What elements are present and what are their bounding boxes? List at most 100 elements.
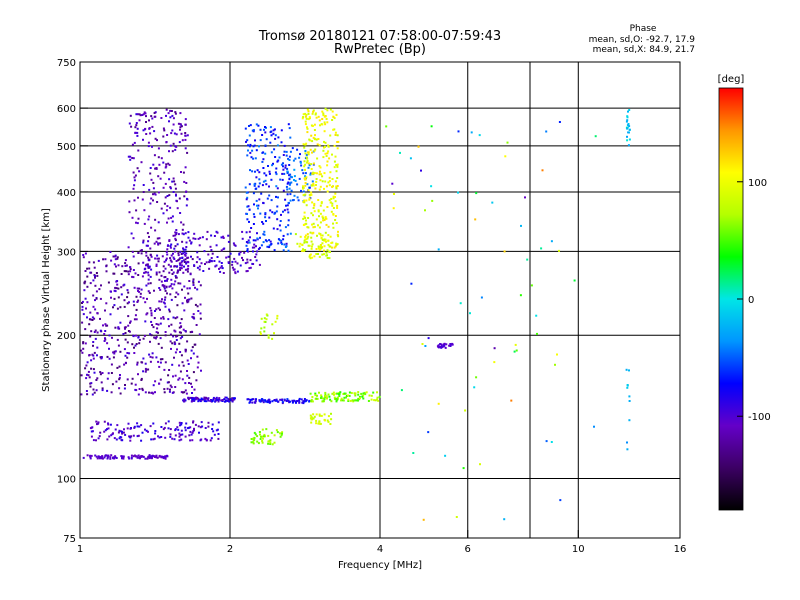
- data-point: [298, 400, 301, 403]
- data-point: [325, 251, 328, 254]
- data-point: [185, 182, 188, 184]
- data-point: [303, 400, 306, 403]
- data-point: [146, 297, 148, 300]
- data-point: [279, 435, 282, 438]
- data-point: [112, 351, 115, 354]
- data-point: [246, 139, 249, 142]
- data-point: [256, 250, 259, 253]
- data-point: [324, 393, 327, 396]
- data-point: [250, 227, 253, 229]
- data-point: [113, 297, 116, 300]
- data-point: [277, 136, 280, 139]
- data-point: [290, 189, 293, 192]
- data-point: [315, 172, 318, 175]
- data-point: [309, 417, 312, 420]
- data-point: [218, 397, 221, 400]
- data-point: [142, 184, 145, 186]
- data-point: [176, 207, 179, 210]
- data-point: [148, 127, 151, 130]
- data-point: [493, 361, 496, 364]
- data-point: [282, 154, 285, 156]
- data-point: [283, 144, 286, 147]
- data-point: [141, 275, 144, 278]
- data-point: [92, 305, 95, 308]
- data-point: [310, 212, 313, 215]
- data-point: [275, 399, 278, 402]
- data-point: [350, 392, 353, 394]
- data-point: [84, 342, 87, 345]
- data-point: [184, 166, 187, 169]
- data-point: [627, 144, 630, 147]
- data-point: [219, 270, 222, 273]
- data-point: [106, 355, 109, 358]
- data-point: [155, 308, 158, 311]
- data-point: [96, 346, 99, 349]
- data-point: [332, 197, 335, 200]
- data-point: [319, 221, 322, 224]
- data-point: [132, 269, 135, 271]
- data-point: [234, 397, 236, 400]
- data-point: [331, 110, 334, 113]
- data-point: [114, 350, 117, 353]
- data-point: [110, 259, 113, 262]
- data-point: [182, 259, 185, 262]
- data-point: [104, 258, 107, 261]
- data-point: [325, 223, 328, 226]
- data-point: [311, 243, 314, 246]
- data-point: [313, 123, 316, 126]
- data-point: [303, 398, 306, 400]
- data-point: [134, 131, 137, 134]
- data-point: [156, 201, 159, 203]
- data-point: [261, 398, 264, 401]
- data-point: [104, 309, 106, 312]
- data-point: [266, 245, 269, 248]
- data-point: [315, 422, 318, 425]
- data-point: [324, 216, 327, 219]
- data-point: [193, 388, 196, 391]
- x-tick-label: 10: [572, 544, 585, 555]
- data-point: [95, 272, 98, 274]
- data-point: [150, 314, 153, 317]
- data-point: [137, 149, 140, 152]
- data-point: [628, 125, 631, 128]
- data-point: [172, 256, 175, 259]
- data-point: [248, 267, 251, 270]
- data-point: [180, 331, 182, 334]
- data-point: [131, 157, 134, 159]
- data-point: [343, 392, 346, 395]
- data-point: [212, 430, 215, 433]
- data-point: [86, 361, 89, 364]
- data-point: [469, 312, 471, 315]
- data-point: [188, 298, 191, 301]
- data-point: [424, 345, 427, 347]
- data-point: [363, 391, 366, 394]
- data-point: [152, 187, 155, 190]
- data-point: [164, 289, 167, 292]
- data-point: [307, 118, 310, 121]
- data-point: [246, 270, 249, 272]
- data-point: [246, 205, 249, 208]
- data-point: [293, 194, 296, 197]
- data-point: [146, 232, 149, 235]
- data-point: [315, 397, 318, 400]
- data-point: [107, 372, 110, 375]
- data-point: [170, 347, 172, 350]
- data-point: [181, 335, 184, 338]
- data-point: [174, 386, 177, 388]
- data-point: [260, 327, 263, 330]
- data-point: [213, 235, 216, 237]
- data-point: [165, 114, 167, 117]
- data-point: [86, 275, 89, 278]
- data-point: [276, 205, 279, 208]
- data-point: [196, 251, 199, 254]
- data-point: [312, 226, 315, 229]
- data-point: [260, 192, 263, 195]
- data-point: [306, 127, 309, 130]
- data-point: [626, 127, 629, 130]
- data-point: [179, 434, 182, 436]
- data-point: [173, 283, 176, 286]
- data-point: [177, 282, 180, 285]
- data-point: [164, 296, 167, 299]
- data-point: [335, 187, 338, 190]
- data-point: [197, 310, 200, 312]
